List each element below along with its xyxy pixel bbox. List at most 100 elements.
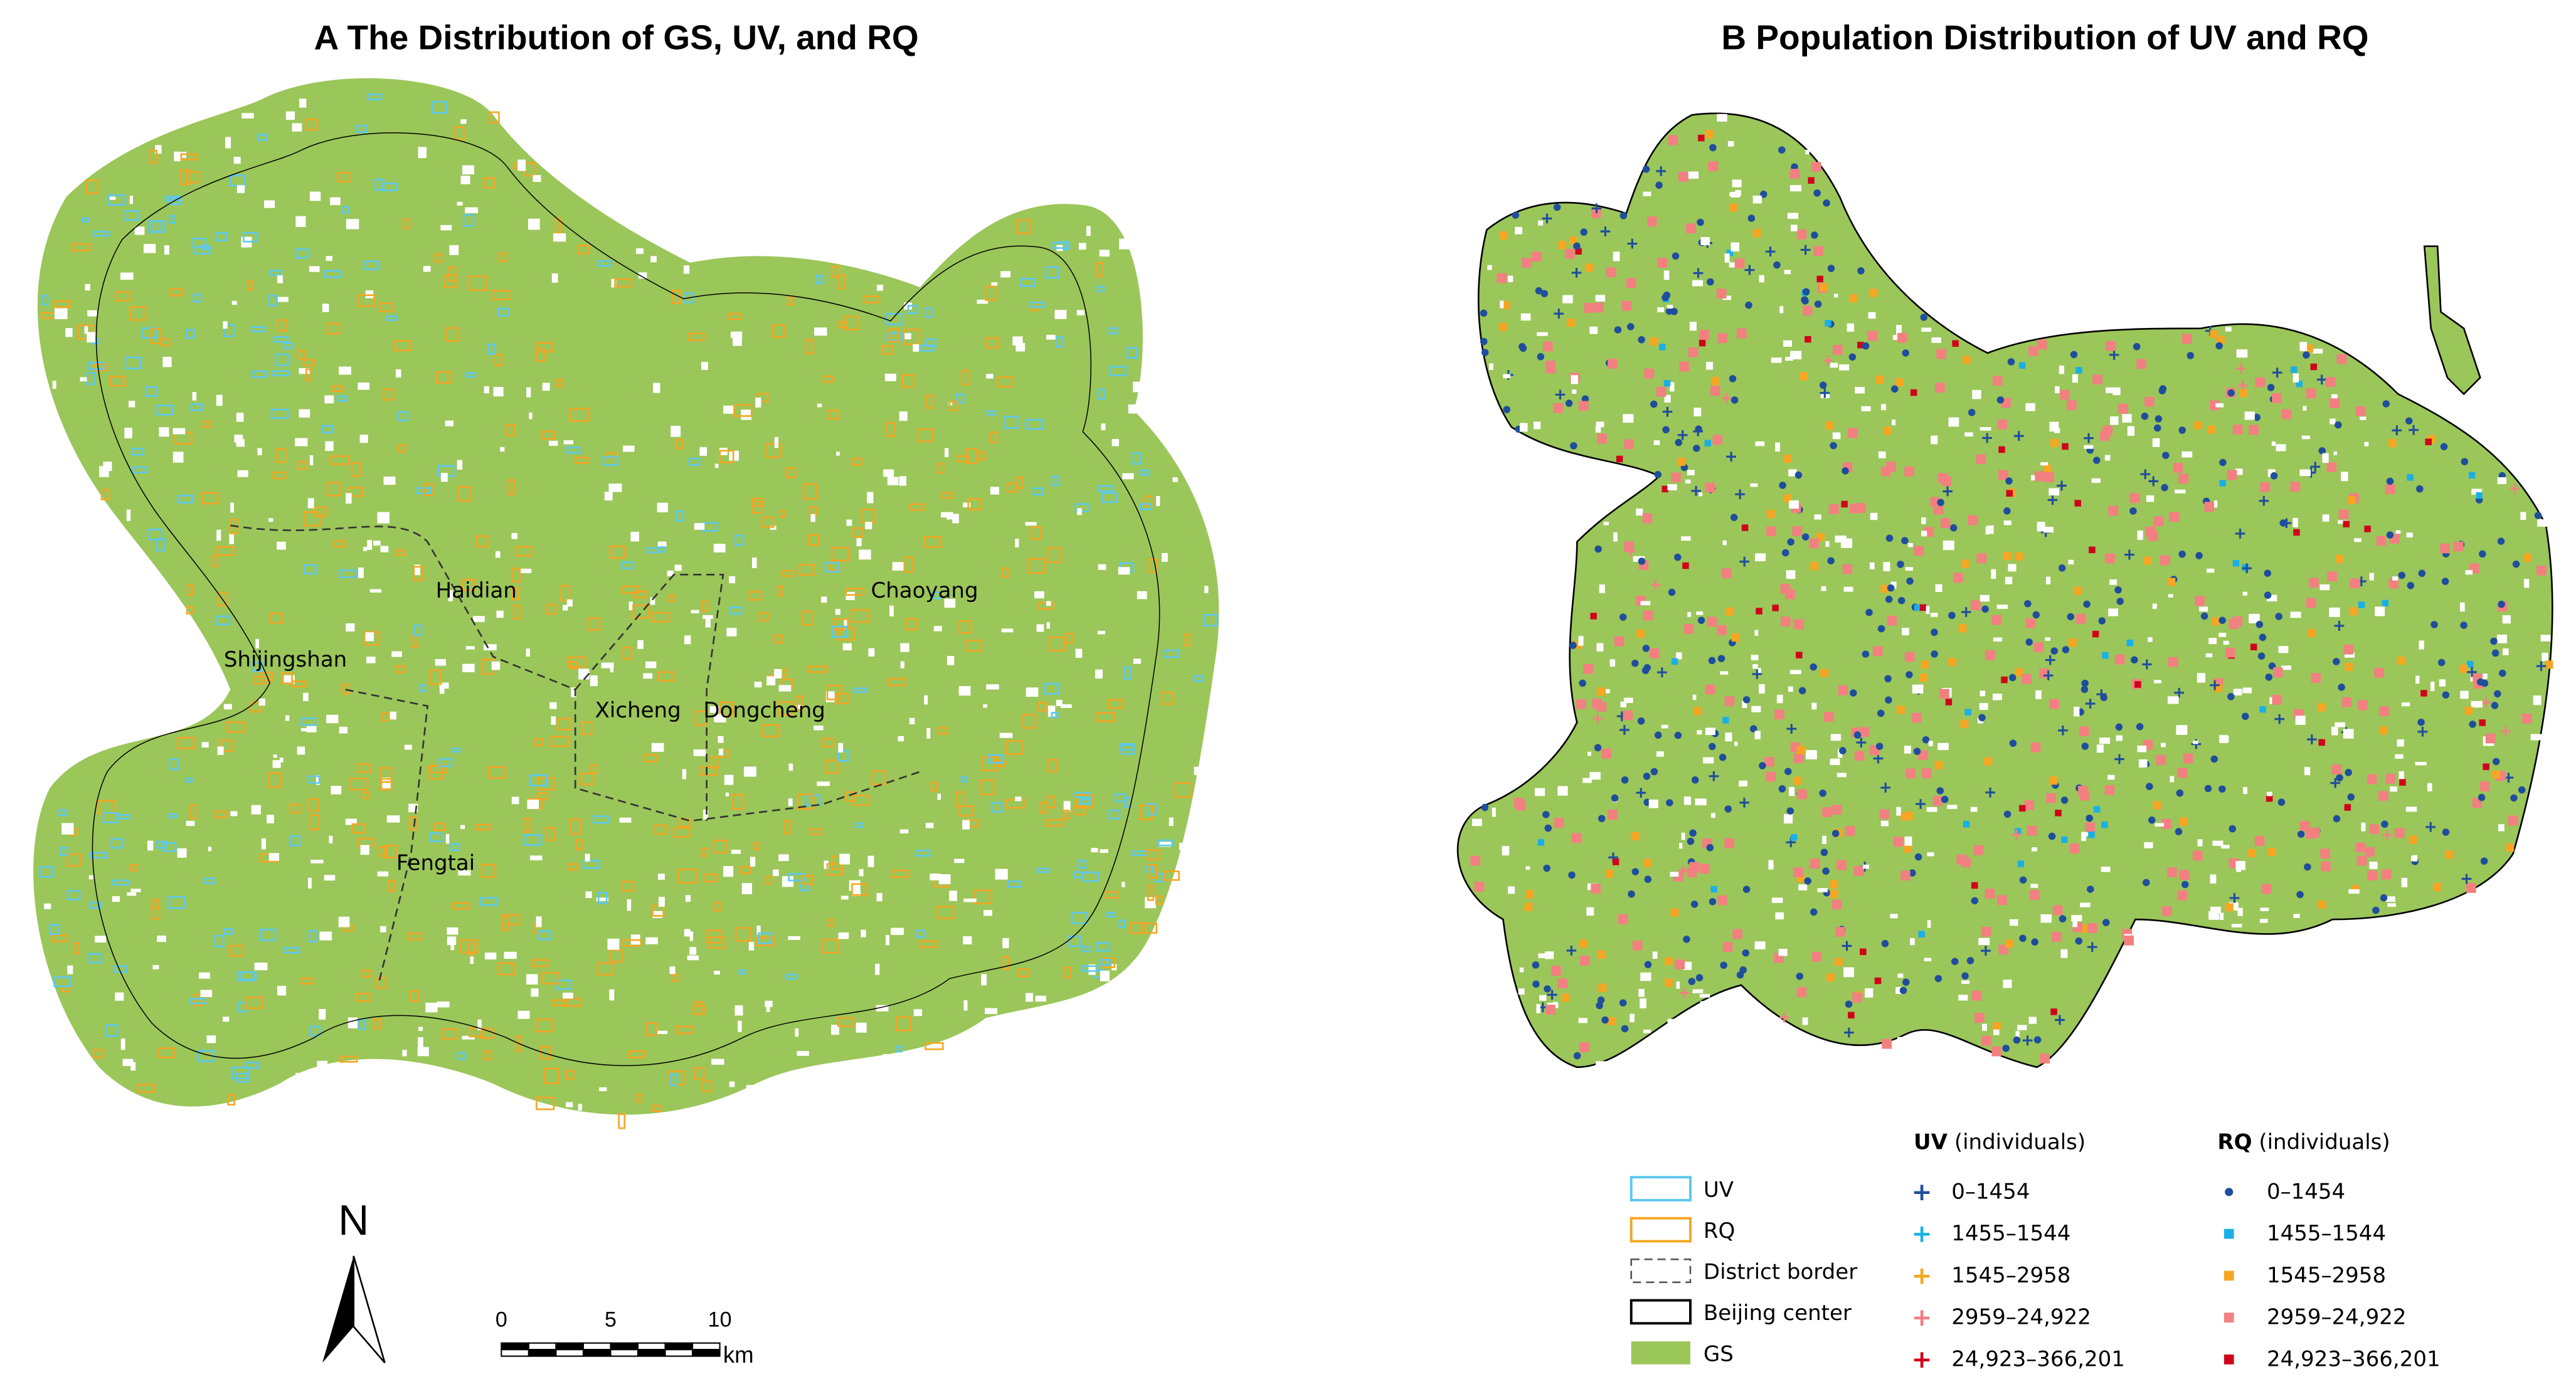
texture bbox=[1160, 691, 1174, 705]
texture bbox=[2441, 578, 2449, 585]
texture bbox=[671, 974, 679, 982]
texture bbox=[831, 625, 848, 638]
texture bbox=[168, 215, 176, 224]
texture bbox=[1726, 249, 1734, 256]
texture bbox=[797, 1051, 809, 1056]
texture bbox=[1996, 396, 2005, 404]
texture bbox=[285, 715, 290, 721]
texture bbox=[1729, 203, 1737, 212]
texture bbox=[2144, 396, 2155, 407]
texture bbox=[2035, 690, 2042, 699]
texture bbox=[1981, 605, 1989, 613]
texture bbox=[1695, 974, 1704, 981]
texture bbox=[149, 149, 157, 164]
texture bbox=[2322, 514, 2330, 522]
texture bbox=[1724, 253, 1730, 263]
texture bbox=[859, 869, 864, 877]
texture bbox=[701, 847, 708, 857]
texture bbox=[2227, 693, 2235, 700]
texture bbox=[734, 927, 752, 942]
texture bbox=[1741, 524, 1749, 531]
texture bbox=[1842, 941, 1852, 951]
texture bbox=[1605, 869, 1614, 878]
texture bbox=[694, 1067, 705, 1080]
texture bbox=[1076, 310, 1085, 315]
texture bbox=[926, 338, 936, 347]
texture bbox=[1606, 267, 1616, 277]
texture bbox=[2385, 774, 2396, 784]
texture bbox=[1525, 890, 1534, 899]
texture bbox=[496, 551, 501, 558]
texture bbox=[2024, 599, 2032, 608]
texture bbox=[277, 319, 287, 332]
texture bbox=[1734, 258, 1745, 268]
texture bbox=[2369, 862, 2378, 869]
texture bbox=[1542, 213, 1552, 224]
texture bbox=[904, 333, 911, 340]
texture bbox=[981, 756, 999, 771]
texture bbox=[452, 902, 470, 910]
texture bbox=[300, 977, 314, 985]
texture bbox=[1823, 199, 1830, 207]
texture bbox=[733, 404, 753, 417]
texture bbox=[498, 962, 516, 976]
texture bbox=[1961, 559, 1970, 568]
texture bbox=[849, 880, 861, 891]
texture bbox=[905, 618, 918, 631]
texture bbox=[1536, 332, 1548, 336]
texture bbox=[2229, 893, 2240, 903]
texture bbox=[1538, 220, 1544, 226]
texture bbox=[947, 655, 955, 665]
texture bbox=[1865, 988, 1874, 998]
texture bbox=[999, 732, 1013, 738]
texture bbox=[2491, 702, 2499, 709]
texture bbox=[1720, 961, 1727, 969]
texture bbox=[2460, 690, 2469, 699]
texture bbox=[299, 98, 307, 108]
legend-swatch bbox=[1630, 1299, 1692, 1325]
texture bbox=[556, 980, 572, 990]
texture bbox=[713, 840, 728, 853]
texture bbox=[1722, 717, 1729, 724]
texture bbox=[2239, 389, 2248, 398]
texture bbox=[560, 584, 571, 601]
texture bbox=[618, 1113, 626, 1129]
texture bbox=[901, 374, 914, 388]
texture bbox=[2033, 1036, 2042, 1043]
texture bbox=[2153, 424, 2161, 432]
texture bbox=[1487, 265, 1492, 270]
texture bbox=[2355, 842, 2366, 853]
texture bbox=[2265, 673, 2273, 681]
texture bbox=[2106, 341, 2116, 351]
texture bbox=[796, 695, 803, 711]
texture bbox=[2409, 835, 2417, 844]
texture bbox=[1881, 404, 1886, 411]
texture bbox=[1730, 514, 1738, 521]
texture bbox=[460, 825, 465, 829]
texture bbox=[2242, 787, 2248, 795]
texture bbox=[1980, 594, 1990, 602]
texture bbox=[2506, 843, 2515, 852]
texture bbox=[460, 176, 470, 184]
texture bbox=[725, 793, 729, 796]
texture bbox=[157, 935, 166, 943]
texture bbox=[1899, 986, 1907, 995]
texture bbox=[339, 726, 348, 734]
texture bbox=[565, 1070, 575, 1080]
texture bbox=[277, 297, 289, 302]
texture bbox=[1518, 988, 1525, 995]
texture bbox=[851, 609, 870, 623]
texture bbox=[2276, 444, 2286, 452]
texture bbox=[987, 410, 997, 416]
texture bbox=[1779, 306, 1784, 314]
texture bbox=[2480, 781, 2490, 791]
texture bbox=[1643, 1029, 1651, 1033]
texture bbox=[289, 803, 301, 814]
texture bbox=[2062, 443, 2069, 450]
texture bbox=[1565, 248, 1575, 259]
texture bbox=[223, 928, 234, 935]
texture bbox=[1108, 327, 1118, 335]
texture bbox=[201, 742, 209, 747]
texture bbox=[2225, 903, 2234, 912]
texture bbox=[2367, 870, 2378, 880]
